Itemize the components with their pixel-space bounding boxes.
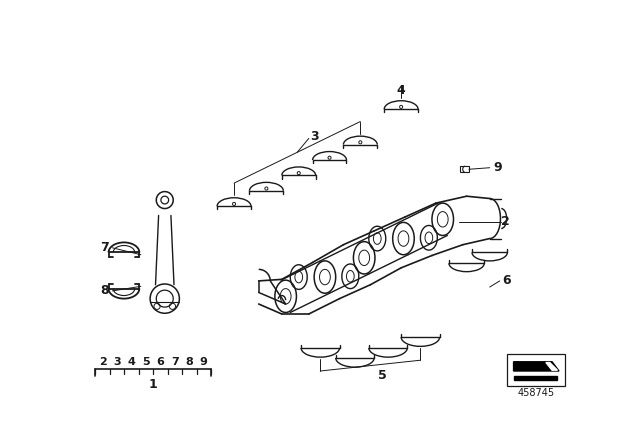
Text: 9: 9 xyxy=(200,357,207,367)
Text: 3: 3 xyxy=(310,130,319,143)
Text: 3: 3 xyxy=(113,357,121,367)
Bar xyxy=(508,354,565,386)
Polygon shape xyxy=(513,362,559,371)
Text: 2: 2 xyxy=(99,357,106,367)
Text: 8: 8 xyxy=(186,357,193,367)
Text: 5: 5 xyxy=(142,357,150,367)
Text: 9: 9 xyxy=(494,161,502,174)
Bar xyxy=(460,166,469,172)
Text: 5: 5 xyxy=(378,369,387,382)
Text: 1: 1 xyxy=(149,379,157,392)
Text: 8: 8 xyxy=(100,284,109,297)
Text: 6: 6 xyxy=(157,357,164,367)
Text: 7: 7 xyxy=(100,241,109,254)
Text: 2: 2 xyxy=(502,215,510,228)
Text: 4: 4 xyxy=(127,357,136,367)
Text: 7: 7 xyxy=(171,357,179,367)
Bar xyxy=(513,375,557,380)
Polygon shape xyxy=(546,362,557,370)
Text: 458745: 458745 xyxy=(518,388,555,397)
Text: 4: 4 xyxy=(397,84,406,97)
Text: 6: 6 xyxy=(502,275,511,288)
